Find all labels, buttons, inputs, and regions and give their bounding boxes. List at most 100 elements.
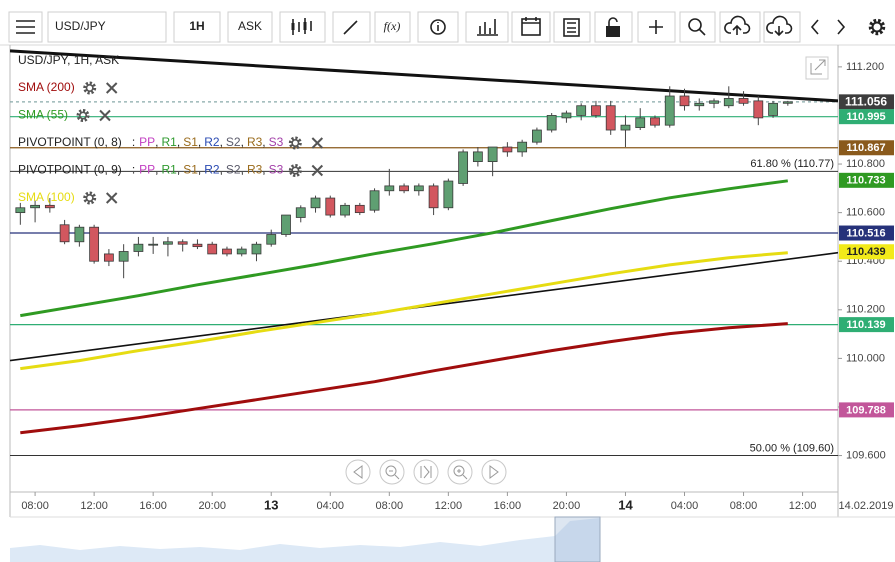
pivot-separator: , xyxy=(155,163,158,177)
pivot-level: R2 xyxy=(204,163,220,177)
y-tick-label: 110.600 xyxy=(846,207,885,219)
candle-body xyxy=(295,207,306,218)
price-type-button[interactable]: ASK xyxy=(227,11,273,43)
indicator-remove[interactable] xyxy=(105,192,118,204)
zoom-in-button[interactable] xyxy=(447,459,473,485)
pan-left-button[interactable] xyxy=(345,459,371,485)
x-tick-label: 13 xyxy=(264,497,278,512)
chart-title: USD/JPY, 1H, ASK xyxy=(18,53,119,67)
indicator-remove[interactable] xyxy=(311,164,324,177)
y-tick-label: 110.800 xyxy=(846,158,885,170)
candle-body xyxy=(502,146,513,153)
upload-button[interactable] xyxy=(719,11,761,43)
price-tag-label: 110.139 xyxy=(846,319,885,331)
close-icon xyxy=(311,164,324,177)
calculator-button[interactable] xyxy=(553,11,591,43)
price-type: ASK xyxy=(238,19,262,33)
navigator-window[interactable] xyxy=(554,516,601,562)
x-tick-label: 08:00 xyxy=(21,500,49,512)
x-tick-label: 08:00 xyxy=(730,500,758,512)
pivot-level: R3 xyxy=(247,135,263,149)
price-tag xyxy=(839,140,894,156)
timeframe: 1H xyxy=(189,19,204,33)
plot xyxy=(10,49,838,457)
lock-button[interactable] xyxy=(594,11,633,43)
price-tag xyxy=(839,317,894,333)
menu-button[interactable] xyxy=(8,11,43,43)
symbol-input[interactable]: USD/JPY xyxy=(47,11,167,43)
candle-body xyxy=(487,146,498,163)
price-tag-label: 111.056 xyxy=(845,95,887,109)
candle-body xyxy=(546,115,557,131)
timeframe-button[interactable]: 1H xyxy=(173,11,221,43)
candle-body xyxy=(354,204,365,214)
candle-body xyxy=(399,185,409,192)
indicator-remove[interactable] xyxy=(99,109,111,122)
candle-body xyxy=(133,243,144,252)
price-tag-label: 110.516 xyxy=(846,227,885,239)
zoom-out-button[interactable] xyxy=(379,459,405,485)
indicator-remove[interactable] xyxy=(105,82,118,94)
pan-right-button[interactable] xyxy=(481,459,507,485)
candle-body xyxy=(782,101,793,104)
pivot-name: PIVOTPOINT (0, 9) xyxy=(18,163,122,177)
indicator-settings[interactable] xyxy=(83,191,97,205)
candle-body xyxy=(738,98,749,104)
price-tag-label: 110.995 xyxy=(846,111,885,123)
zoom-button[interactable] xyxy=(679,11,716,43)
indicator-settings[interactable] xyxy=(288,164,302,177)
pivot-level: S3 xyxy=(269,135,284,149)
indicator-line xyxy=(20,322,788,435)
candle-body xyxy=(753,100,764,119)
calendar-button[interactable] xyxy=(511,11,551,43)
x-tick-label: 12:00 xyxy=(435,500,463,512)
indicator-settings[interactable] xyxy=(76,109,90,122)
pivot-level: S2 xyxy=(226,135,241,149)
reset-button[interactable] xyxy=(413,459,439,485)
chart-type-button[interactable] xyxy=(279,11,326,43)
candle-body xyxy=(15,207,26,214)
candle-body xyxy=(443,180,454,209)
candle-body xyxy=(532,129,542,143)
popout-button[interactable] xyxy=(805,56,829,80)
x-tick-label: 12:00 xyxy=(80,500,108,512)
indicators-button[interactable] xyxy=(465,11,509,43)
navigator-area xyxy=(10,518,600,562)
indicator-line xyxy=(20,251,788,371)
pivot-level: R3 xyxy=(247,163,263,177)
pivot-separator: , xyxy=(155,135,158,149)
x-tick-label: 08:00 xyxy=(376,500,404,512)
indicator-settings[interactable] xyxy=(83,81,97,95)
scroll-right-button[interactable] xyxy=(837,19,846,35)
gear-hub xyxy=(79,111,88,120)
info-button[interactable] xyxy=(417,11,459,43)
settings-button[interactable] xyxy=(868,18,886,36)
indicator-remove[interactable] xyxy=(311,137,324,149)
pivot-level: R1 xyxy=(162,163,178,177)
price-tag xyxy=(839,244,894,260)
pivot-level: S2 xyxy=(226,163,241,177)
candle-body xyxy=(222,248,232,255)
pivot-level: S1 xyxy=(183,163,198,177)
candle-body xyxy=(561,112,572,119)
pivot-separator: , xyxy=(198,163,201,177)
close-icon xyxy=(105,82,118,94)
candle-body xyxy=(59,224,70,243)
candle-body xyxy=(458,151,469,184)
x-tick-label: 14 xyxy=(618,497,633,512)
candle-body xyxy=(340,204,350,216)
pivot-separator: , xyxy=(220,135,223,149)
crosshair-button[interactable] xyxy=(637,11,676,43)
draw-button[interactable] xyxy=(332,11,371,43)
download-button[interactable] xyxy=(763,11,801,43)
x-tick-label: 20:00 xyxy=(198,500,226,512)
scroll-left-button[interactable] xyxy=(810,19,819,35)
gear-icon xyxy=(83,81,97,95)
symbol: USD/JPY xyxy=(55,19,106,33)
candle-body xyxy=(325,197,336,216)
indicator-settings[interactable] xyxy=(288,136,302,150)
candle-body xyxy=(620,124,631,131)
function-button[interactable]: f(x) xyxy=(374,11,411,43)
candle-body xyxy=(207,243,218,255)
y-tick-label: 110.000 xyxy=(846,352,885,364)
